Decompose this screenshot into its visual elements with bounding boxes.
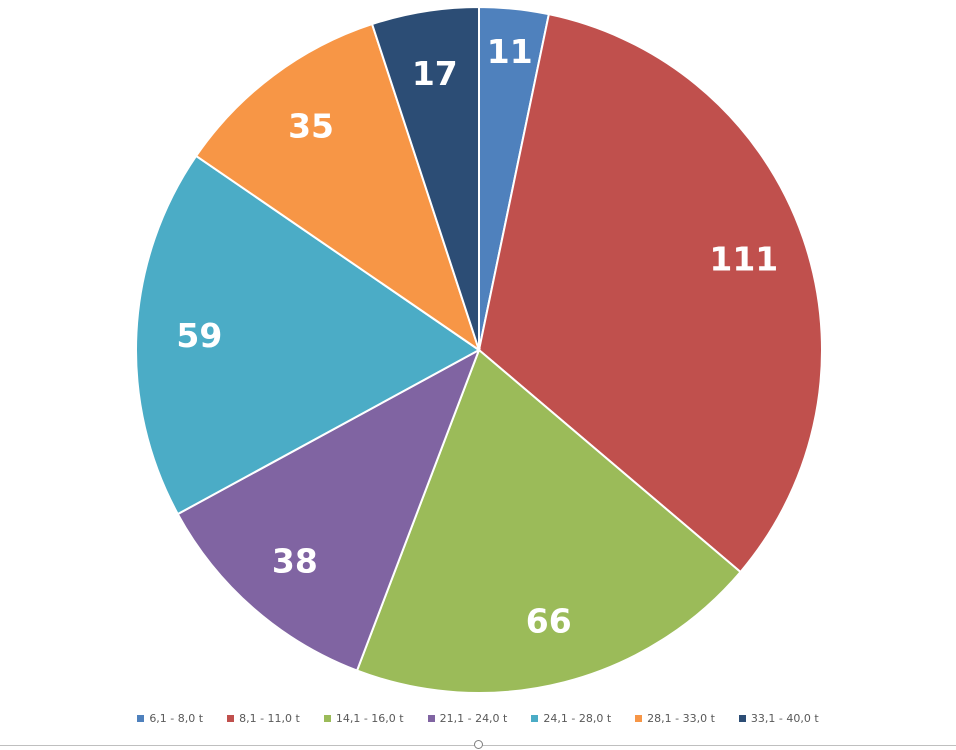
legend-item: 21,1 - 24,0 t [427,712,508,725]
legend-item: 24,1 - 28,0 t [531,712,611,725]
legend-label: 8,1 - 11,0 t [239,712,300,725]
legend-label: 24,1 - 28,0 t [543,712,612,725]
pie-chart: 11 111 66 38 59 35 17 [135,5,823,694]
legend-swatch [137,715,145,722]
legend-item: 28,1 - 33,0 t [635,712,715,725]
pie-slice [355,348,742,694]
legend-label: 6,1 - 8,0 t [149,712,204,725]
legend-label: 21,1 - 24,0 t [439,712,508,725]
legend-swatch [635,715,643,722]
legend: 6,1 - 8,0 t 8,1 - 11,0 t 14,1 - 16,0 t 21,1… [0,712,956,725]
data-label: 35 [288,106,334,145]
pie-slice [176,347,481,672]
legend-swatch [427,715,435,722]
legend-label: 28,1 - 33,0 t [647,712,715,725]
pie-slice [194,22,481,353]
data-label: 38 [272,541,318,580]
legend-swatch [531,715,539,722]
pie-slice [135,154,481,516]
legend-swatch [323,715,331,722]
legend-swatch [738,715,746,722]
legend-swatch [227,715,235,722]
data-label: 11 [487,32,533,71]
data-label: 111 [709,240,778,279]
legend-label: 33,1 - 40,0 t [750,712,819,725]
data-label: 66 [526,602,572,641]
legend-item: 14,1 - 16,0 t [323,712,404,725]
legend-item: 33,1 - 40,0 t [738,712,819,725]
legend-label: 14,1 - 16,0 t [335,712,404,725]
resize-handle[interactable] [474,740,483,749]
data-label: 59 [176,316,222,355]
legend-item: 6,1 - 8,0 t [137,712,203,725]
pie-slice [370,5,480,351]
legend-item: 8,1 - 11,0 t [227,712,300,725]
data-label: 17 [412,54,458,93]
pie-slice [477,13,823,574]
